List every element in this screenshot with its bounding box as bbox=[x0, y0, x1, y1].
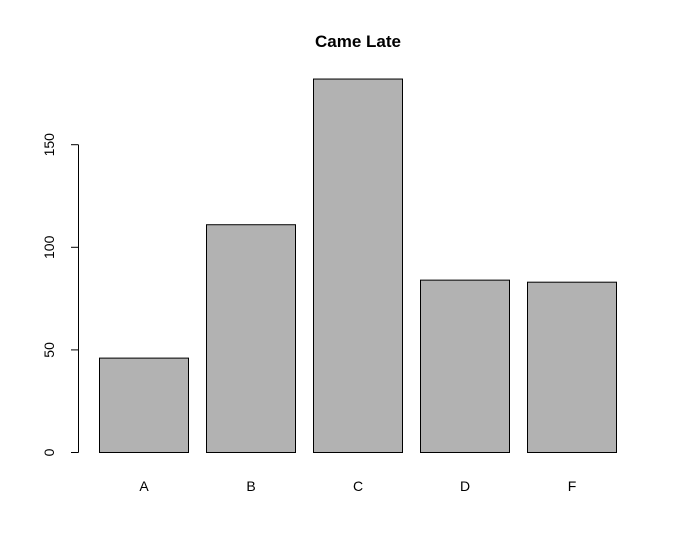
bar-a bbox=[99, 357, 189, 453]
bar-d bbox=[420, 279, 510, 453]
y-tick-label-0: 0 bbox=[41, 448, 57, 456]
chart-title: Came Late bbox=[315, 32, 401, 51]
y-tick-label-50: 50 bbox=[41, 342, 57, 358]
x-tick-label-c: C bbox=[353, 478, 363, 494]
y-tick-label-150: 150 bbox=[41, 133, 57, 157]
bars-group bbox=[99, 78, 617, 453]
y-axis: 0 50 100 150 bbox=[41, 133, 79, 456]
y-tick-label-100: 100 bbox=[41, 235, 57, 259]
bar-f bbox=[527, 281, 617, 453]
x-tick-label-a: A bbox=[139, 478, 149, 494]
x-tick-label-b: B bbox=[246, 478, 255, 494]
bar-c bbox=[313, 78, 403, 453]
x-tick-label-d: D bbox=[460, 478, 470, 494]
bar-b bbox=[206, 224, 296, 453]
x-tick-label-f: F bbox=[568, 478, 577, 494]
